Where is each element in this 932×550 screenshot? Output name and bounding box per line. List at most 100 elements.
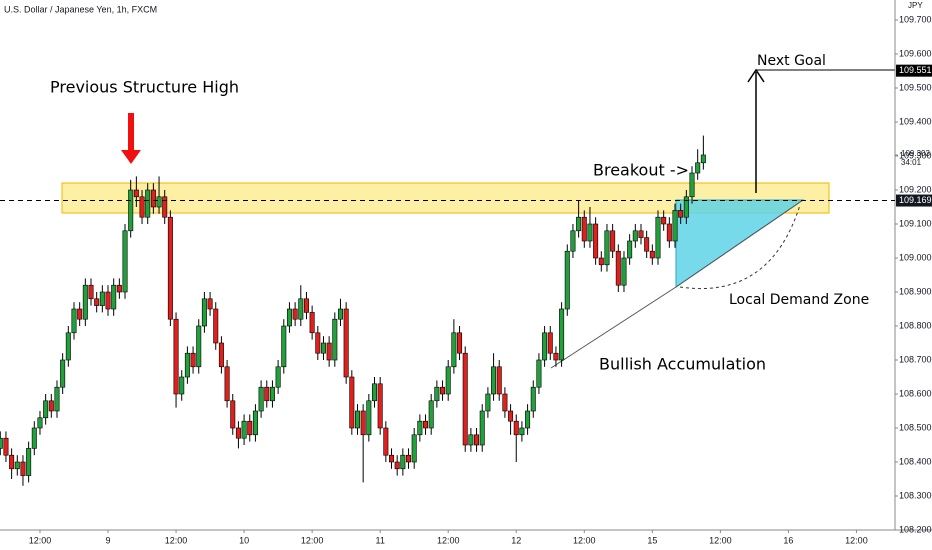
y-tick-label: 108.400 [899,456,932,466]
candle-body [570,230,576,252]
candle-body [604,230,610,266]
candle-body [26,448,32,476]
candle-body [610,230,616,252]
candle-body [468,434,474,446]
candle-body [508,410,514,422]
candle-body [593,223,599,259]
candle-body [649,250,655,259]
x-tick-label: 12 [511,535,521,545]
candle-body [513,420,519,436]
candle-body [672,210,678,242]
y-tick-label: 109.000 [899,252,932,262]
candle-body [162,196,168,218]
candle-body [502,393,508,412]
candle-body [133,189,139,198]
candle-body [394,461,400,470]
currency-label: JPY [908,1,923,10]
candle-body [371,383,377,402]
candle-body [536,359,542,388]
y-tick-label: 109.400 [899,116,932,126]
candle-body [241,420,247,439]
candle-body [88,284,94,300]
candle-body [196,325,202,368]
candle-body [474,434,480,446]
candle-body [366,400,372,436]
demand-trendline [675,199,804,288]
candle-body [258,386,264,412]
candle-body [621,257,627,286]
x-tick-label: 11 [375,535,384,545]
annotations [61,68,895,369]
candle-body [411,434,417,463]
x-tick-label: 12:00 [29,535,52,545]
x-tick-label: 12:00 [709,535,732,545]
candle-body [428,400,434,429]
candle-body [37,417,43,429]
candle-body [598,257,604,266]
candle-body [9,454,15,470]
candle-body [689,172,695,198]
candle-body [275,366,281,388]
candle-body [423,420,429,429]
candle-body [298,298,304,320]
candle-body [695,162,701,174]
annotation: Local Demand Zone [729,292,869,308]
candle-body [213,308,219,344]
candle-body [564,250,570,310]
candle-body [332,318,338,361]
candle-body [661,216,667,225]
countdown-label: 34:01 [901,158,922,167]
candle-body [451,332,457,368]
x-tick-label: 12:00 [301,535,324,545]
target-badge [896,64,932,77]
candle-body [326,342,332,361]
candle-body [349,376,355,429]
candle-body [128,189,134,232]
candle-body [269,386,275,402]
y-tick-label: 109.300 [899,150,932,160]
candle-body [315,332,321,354]
candle-body [43,400,49,419]
candle-body [286,308,292,327]
accumulation-trendline [550,286,677,369]
candle-body [700,154,706,164]
candle-body [434,386,440,402]
candle-body [77,308,83,320]
candle-body [655,216,661,259]
candle-body [553,352,559,361]
candle-body [247,420,253,436]
candle-body [201,298,207,327]
candle-body [116,284,122,293]
level-label: 109.169 [899,195,932,205]
candle-body [638,230,644,238]
y-tick-label: 108.500 [899,422,932,432]
candle-body [309,312,315,334]
candle-body [218,342,224,368]
candle-body [230,400,236,429]
candle-body [14,461,20,470]
y-tick-label: 109.100 [899,218,932,228]
candle-body [167,216,173,320]
candle-body [457,332,463,354]
y-tick-label: 108.200 [899,524,932,534]
candle-body [406,454,412,463]
y-tick-label: 109.200 [899,184,932,194]
x-tick-label: 12:00 [573,535,596,545]
candle-body [0,437,3,449]
candle-body [292,308,298,320]
x-tick-label: 12:00 [845,535,868,545]
candle-body [303,298,309,313]
candle-body [184,352,190,378]
annotation: Bullish Accumulation [599,355,766,374]
y-tick-label: 108.800 [899,320,932,330]
y-tick-label: 108.900 [899,286,932,296]
candle-body [3,437,9,456]
x-tick-label: 16 [783,535,793,545]
candle-body [485,393,491,412]
candle-body [666,223,672,242]
candle-body [678,210,684,218]
annotation: Next Goal [757,53,826,69]
candle-body [519,427,525,436]
candle-body [337,308,343,320]
candle-body [547,332,553,354]
